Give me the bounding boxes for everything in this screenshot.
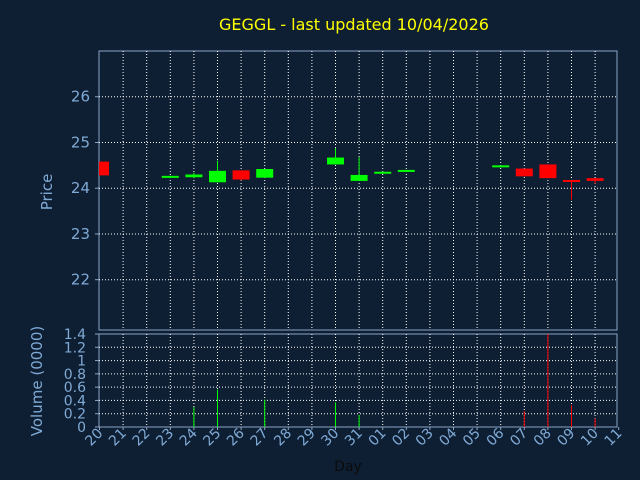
x-tick-label: 22 [130,426,154,450]
x-tick-label: 25 [200,426,224,450]
x-tick-label: 24 [177,425,201,449]
x-tick-label: 03 [413,426,437,450]
volume-tick-label: 0.6 [64,380,86,396]
volume-panel: 00.20.40.60.811.21.4 [64,327,618,436]
price-axis-label: Price [38,174,56,211]
candle-body [350,174,368,181]
price-tick-label: 24 [71,179,90,197]
volume-plot-area [98,333,618,428]
x-tick-label: 26 [224,425,248,449]
x-axis-label: Day [334,459,362,475]
candle [515,168,533,177]
price-tick-label: 23 [71,225,90,243]
x-tick-label: 28 [271,426,295,450]
candle-body [515,168,533,177]
candle-body [99,161,109,176]
candle-body [539,164,557,179]
price-tick-label: 26 [71,88,90,106]
candle-body [256,169,274,178]
x-tick-label: 30 [318,426,342,450]
candle [586,178,604,184]
x-tick-label: 04 [436,425,460,449]
candle-body [492,165,510,168]
candle [374,171,392,174]
candle [256,169,274,178]
volume-bars [193,334,596,427]
volume-tick-label: 0.8 [64,367,86,383]
x-tick-label: 29 [295,426,319,450]
volume-tick-label: 0 [77,420,86,436]
candle [161,175,179,178]
volume-grid [99,334,617,427]
volume-tick-label: 0.4 [64,393,86,409]
candles [99,147,604,200]
x-tick-label: 10 [578,426,602,450]
price-tick-label: 25 [71,133,90,151]
candle-body [397,169,415,172]
candle-body [327,157,344,165]
x-tick-label: 09 [554,426,578,450]
price-axis-ticks: 22 23 24 25 26 [71,88,99,289]
price-plot-area [98,50,618,331]
volume-axis-label: Volume (0000) [28,326,46,436]
candle [185,172,203,179]
x-tick-label: 07 [507,426,531,450]
volume-tick-label: 1.2 [64,340,86,356]
x-tick-label: 21 [106,426,130,450]
volume-tick-label: 0.2 [64,407,86,423]
volume-axis-ticks: 00.20.40.60.811.21.4 [64,327,99,436]
candle-body [161,175,179,178]
candle-body [232,170,250,180]
chart-title: GEGGL - last updated 10/04/2026 [219,15,489,34]
volume-tick-label: 1 [77,354,86,370]
x-tick-label: 23 [153,426,177,450]
candle [350,157,368,181]
x-axis-ticks: 20 21 22 23 24 25 26 27 28 29 30 31 01 02 03 04 05 06 07 08… [82,425,625,449]
x-tick-label: 11 [602,426,626,450]
x-tick-label: 06 [484,425,508,449]
price-grid [99,51,617,330]
candle-body [563,179,580,182]
candle-body [185,174,203,178]
candle [327,147,344,165]
x-tick-label: 08 [531,426,555,450]
candle [209,160,226,183]
candle-body [586,178,604,181]
x-tick-label: 27 [248,426,272,450]
x-tick-label: 02 [389,426,413,450]
x-tick-label: 01 [366,426,390,450]
candle [397,169,415,172]
candle [232,170,250,181]
candle [563,179,580,200]
candle [539,164,557,179]
volume-tick-label: 1.4 [64,327,86,343]
candle [99,161,109,176]
candle [492,165,510,168]
price-panel: 22 23 24 25 26 [71,50,618,331]
x-tick-label: 05 [460,426,484,450]
x-tick-label: 31 [342,426,366,450]
candle-body [374,171,392,174]
price-tick-label: 22 [71,271,90,289]
candle-body [209,170,226,183]
